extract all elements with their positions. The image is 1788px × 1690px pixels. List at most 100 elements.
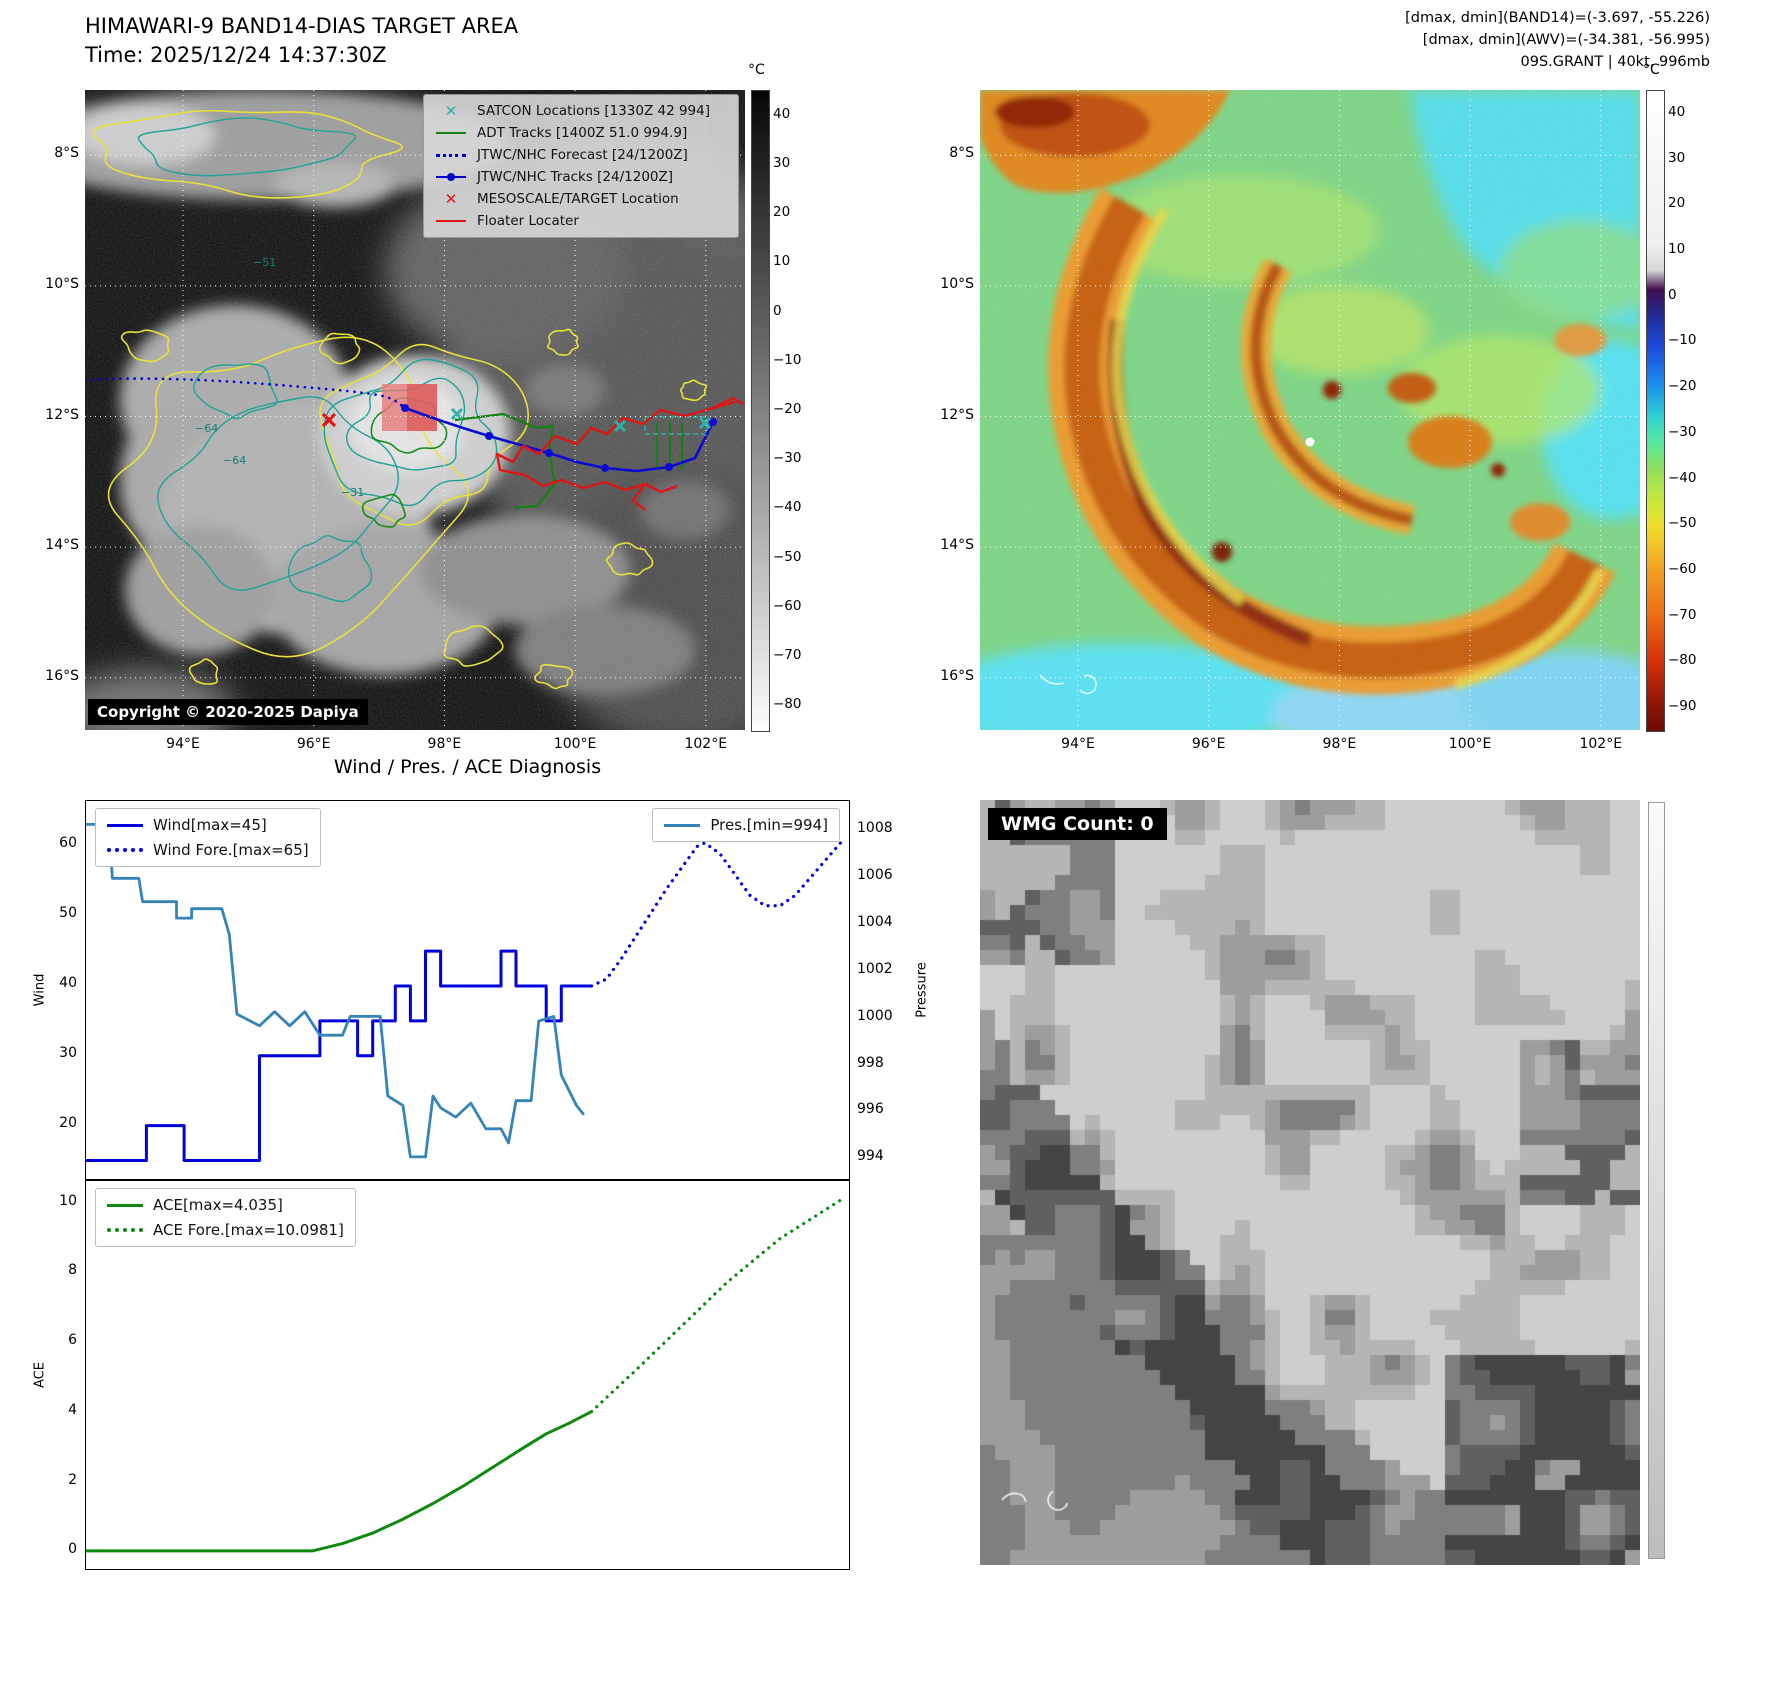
ace-axis-label: ACE (32, 1362, 48, 1388)
colorbar-tick-label: −80 (1668, 652, 1697, 669)
colorbar-tick-label: −70 (773, 647, 802, 664)
colorbar-tick-label: −20 (1668, 378, 1697, 395)
colorbar-tick-label: 30 (773, 154, 791, 171)
legend-item-satcon: ✕ SATCON Locations [1330Z 42 994] (434, 103, 728, 119)
wind-pressure-plot (86, 822, 843, 1162)
colorbar-tick-label: −30 (773, 450, 802, 467)
storm-id-intensity: 09S.GRANT | 40kt, 996mb (1520, 53, 1710, 70)
wind-pressure-chart: Wind[max=45] Wind Fore.[max=65] Pres.[mi… (85, 800, 850, 1180)
svg-text:−64: −64 (195, 422, 218, 435)
mesoscale-x-icon: ✕ (444, 189, 458, 208)
pressure-line-icon (664, 823, 701, 827)
satcon-x-markers (450, 407, 712, 433)
wmg-count-badge: WMG Count: 0 (988, 808, 1167, 840)
ace-line-icon (107, 1203, 143, 1207)
legend-label: SATCON Locations [1330Z 42 994] (477, 103, 710, 119)
lon-tick-label: 102°E (684, 736, 728, 752)
colorbar-tick-label: 20 (1668, 195, 1686, 212)
colorbar-tick-label: −10 (773, 351, 802, 368)
lon-tick-label: 100°E (553, 736, 597, 752)
awv-map-canvas (980, 90, 1640, 730)
svg-text:−64: −64 (223, 454, 246, 467)
legend-item-ace: ACE[max=4.035] (107, 1196, 344, 1214)
y-tick-label: 20 (59, 1114, 77, 1131)
colorbar-tick-label: 0 (1668, 286, 1677, 303)
colorbar-tick-label: 20 (773, 204, 791, 221)
y2-tick-label: 1000 (857, 1007, 893, 1024)
y-tick-label: 2 (68, 1471, 77, 1488)
ace-plot (86, 1198, 843, 1553)
ace-forecast-line-icon (107, 1228, 143, 1232)
lon-tick-label: 102°E (1579, 736, 1623, 752)
colorbar-tick-label: −30 (1668, 423, 1697, 440)
lon-tick-label: 98°E (1322, 736, 1357, 752)
dmax-dmin-awv: [dmax, dmin](AWV)=(-34.381, -56.995) (1422, 31, 1710, 48)
legend-label: ACE Fore.[max=10.0981] (153, 1221, 344, 1239)
colorbar-tick-label: 10 (773, 253, 791, 270)
colorbar-tick-label: −70 (1668, 606, 1697, 623)
legend-label: MESOSCALE/TARGET Location (477, 191, 679, 207)
contour-labels: −51 −64 −64 −31 (195, 256, 364, 499)
wmg-panel: WMG Count: 0 (980, 800, 1640, 1565)
colorbar-tick-label: −40 (773, 499, 802, 516)
center-marker (1305, 437, 1315, 447)
band14-legend: ✕ SATCON Locations [1330Z 42 994] ADT Tr… (423, 94, 739, 238)
y-tick-label: 60 (59, 835, 77, 852)
wmg-gray-colorbar (1648, 802, 1665, 1559)
legend-label: JTWC/NHC Tracks [24/1200Z] (477, 169, 674, 185)
legend-item-pressure: Pres.[min=994] (664, 816, 828, 834)
colorbar-tick-label: 40 (1668, 103, 1686, 120)
colorbar-tick-label: −50 (773, 548, 802, 565)
legend-label: Floater Locater (477, 213, 579, 229)
colorbar-tick-label: −50 (1668, 515, 1697, 532)
y2-tick-label: 1002 (857, 960, 893, 977)
awv-satellite-map (980, 90, 1640, 730)
legend-item-forecast: JTWC/NHC Forecast [24/1200Z] (434, 147, 728, 163)
lat-tick-label: 10°S (940, 275, 974, 292)
legend-label: Pres.[min=994] (710, 816, 828, 834)
y2-tick-label: 1006 (857, 867, 893, 884)
svg-text:−51: −51 (253, 256, 276, 269)
forecast-dotted-line-icon (436, 153, 466, 157)
legend-label: ACE[max=4.035] (153, 1196, 283, 1214)
mesoscale-target-box-inner (407, 384, 437, 431)
lat-tick-label: 16°S (45, 667, 79, 684)
y2-tick-label: 998 (857, 1054, 884, 1071)
legend-item-wind-forecast: Wind Fore.[max=65] (107, 841, 309, 859)
floater-line-icon (436, 220, 466, 222)
lon-tick-label: 94°E (166, 736, 200, 752)
lat-tick-label: 14°S (45, 537, 79, 554)
colorbar-tick-label: −10 (1668, 332, 1697, 349)
y2-tick-label: 1004 (857, 914, 893, 931)
legend-item-mesoscale: ✕ MESOSCALE/TARGET Location (434, 191, 728, 207)
latlon-grid (85, 90, 745, 730)
y2-tick-label: 994 (857, 1148, 884, 1165)
wind-legend: Wind[max=45] Wind Fore.[max=65] (95, 808, 321, 867)
wind-forecast-line-icon (107, 848, 143, 852)
colorbar-tick-label: 0 (773, 302, 782, 319)
awv-header-block: [dmax, dmin](BAND14)=(-3.697, -55.226) [… (1150, 8, 1710, 73)
band14-colorbar-unit: °C (748, 62, 765, 78)
legend-label: Wind Fore.[max=65] (153, 841, 309, 859)
legend-item-ace-forecast: ACE Fore.[max=10.0981] (107, 1221, 344, 1239)
temperature-contours (92, 109, 708, 690)
lat-tick-label: 12°S (940, 406, 974, 423)
awv-noise-overlay (980, 90, 1640, 730)
band14-colorbar (751, 90, 770, 732)
pressure-axis-label: Pressure (914, 962, 930, 1018)
y-tick-label: 10 (59, 1192, 77, 1209)
colorbar-tick-label: −60 (773, 597, 802, 614)
lon-tick-label: 96°E (296, 736, 331, 752)
colorbar-tick-label: 10 (1668, 241, 1686, 257)
band14-title: HIMAWARI-9 BAND14-DIAS TARGET AREA (85, 14, 519, 38)
legend-label: Wind[max=45] (153, 816, 267, 834)
lat-tick-label: 8°S (949, 145, 974, 162)
lat-tick-label: 16°S (940, 667, 974, 684)
track-line-dot-icon (436, 173, 466, 181)
awv-colorbar (1646, 90, 1665, 732)
y-tick-label: 4 (68, 1401, 77, 1418)
y-tick-label: 8 (68, 1262, 77, 1279)
band14-title-block: HIMAWARI-9 BAND14-DIAS TARGET AREA Time:… (85, 12, 518, 71)
floater-locater-line (495, 396, 744, 511)
